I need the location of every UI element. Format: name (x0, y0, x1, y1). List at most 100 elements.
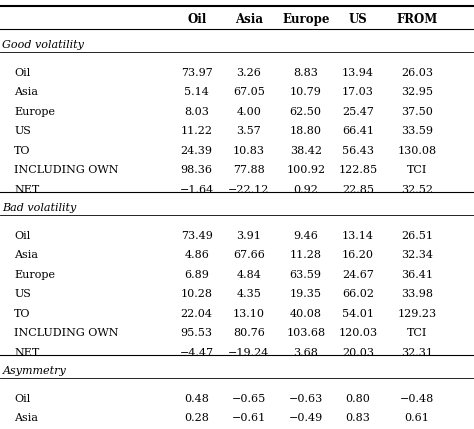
Text: 3.57: 3.57 (237, 126, 261, 136)
Text: Asia: Asia (14, 413, 38, 423)
Text: 22.85: 22.85 (342, 184, 374, 195)
Text: 56.43: 56.43 (342, 145, 374, 156)
Text: −22.12: −22.12 (228, 184, 270, 195)
Text: 36.41: 36.41 (401, 270, 433, 280)
Text: Europe: Europe (282, 13, 329, 26)
Text: 95.53: 95.53 (181, 328, 213, 338)
Text: 73.97: 73.97 (181, 67, 212, 78)
Text: 0.28: 0.28 (184, 413, 209, 423)
Text: 8.83: 8.83 (293, 67, 318, 78)
Text: 32.95: 32.95 (401, 87, 433, 97)
Text: 0.48: 0.48 (184, 394, 209, 404)
Text: 3.68: 3.68 (293, 348, 318, 358)
Text: Good volatility: Good volatility (2, 40, 84, 50)
Text: 26.51: 26.51 (401, 231, 433, 241)
Text: 0.83: 0.83 (346, 413, 370, 423)
Text: 0.80: 0.80 (346, 394, 370, 404)
Text: Asia: Asia (235, 13, 263, 26)
Text: −0.63: −0.63 (289, 394, 323, 404)
Text: 37.50: 37.50 (401, 106, 433, 117)
Text: 10.79: 10.79 (290, 87, 322, 97)
Text: Asia: Asia (14, 250, 38, 260)
Text: 33.98: 33.98 (401, 289, 433, 299)
Text: 24.39: 24.39 (181, 145, 213, 156)
Text: TO: TO (14, 145, 31, 156)
Text: 8.03: 8.03 (184, 106, 209, 117)
Text: 26.03: 26.03 (401, 67, 433, 78)
Text: 17.03: 17.03 (342, 87, 374, 97)
Text: 130.08: 130.08 (398, 145, 437, 156)
Text: −0.48: −0.48 (400, 394, 434, 404)
Text: 120.03: 120.03 (338, 328, 377, 338)
Text: 24.67: 24.67 (342, 270, 374, 280)
Text: Oil: Oil (14, 231, 30, 241)
Text: NET: NET (14, 348, 39, 358)
Text: −4.47: −4.47 (180, 348, 214, 358)
Text: TO: TO (14, 309, 31, 319)
Text: 33.59: 33.59 (401, 126, 433, 136)
Text: 32.31: 32.31 (401, 348, 433, 358)
Text: 4.35: 4.35 (237, 289, 261, 299)
Text: −1.64: −1.64 (180, 184, 214, 195)
Text: US: US (14, 289, 31, 299)
Text: TCI: TCI (407, 328, 427, 338)
Text: 4.00: 4.00 (237, 106, 261, 117)
Text: 122.85: 122.85 (338, 165, 377, 175)
Text: 129.23: 129.23 (398, 309, 437, 319)
Text: 32.52: 32.52 (401, 184, 433, 195)
Text: 5.14: 5.14 (184, 87, 209, 97)
Text: 40.08: 40.08 (290, 309, 322, 319)
Text: −0.49: −0.49 (289, 413, 323, 423)
Text: 13.14: 13.14 (342, 231, 374, 241)
Text: Europe: Europe (14, 106, 55, 117)
Text: 66.41: 66.41 (342, 126, 374, 136)
Text: NET: NET (14, 184, 39, 195)
Text: 19.35: 19.35 (290, 289, 322, 299)
Text: 11.28: 11.28 (290, 250, 322, 260)
Text: 32.34: 32.34 (401, 250, 433, 260)
Text: 77.88: 77.88 (233, 165, 264, 175)
Text: −19.24: −19.24 (228, 348, 270, 358)
Text: INCLUDING OWN: INCLUDING OWN (14, 165, 118, 175)
Text: 20.03: 20.03 (342, 348, 374, 358)
Text: 4.86: 4.86 (184, 250, 209, 260)
Text: 66.02: 66.02 (342, 289, 374, 299)
Text: 100.92: 100.92 (286, 165, 325, 175)
Text: 18.80: 18.80 (290, 126, 322, 136)
Text: 22.04: 22.04 (181, 309, 213, 319)
Text: 67.05: 67.05 (233, 87, 265, 97)
Text: −0.61: −0.61 (232, 413, 266, 423)
Text: US: US (348, 13, 367, 26)
Text: 54.01: 54.01 (342, 309, 374, 319)
Text: Bad volatility: Bad volatility (2, 203, 77, 213)
Text: 25.47: 25.47 (342, 106, 374, 117)
Text: 13.94: 13.94 (342, 67, 374, 78)
Text: 62.50: 62.50 (290, 106, 322, 117)
Text: Asia: Asia (14, 87, 38, 97)
Text: Oil: Oil (14, 67, 30, 78)
Text: 98.36: 98.36 (181, 165, 213, 175)
Text: 80.76: 80.76 (233, 328, 265, 338)
Text: 4.84: 4.84 (237, 270, 261, 280)
Text: Oil: Oil (187, 13, 206, 26)
Text: 73.49: 73.49 (181, 231, 213, 241)
Text: −0.65: −0.65 (232, 394, 266, 404)
Text: 3.91: 3.91 (237, 231, 261, 241)
Text: 0.92: 0.92 (293, 184, 318, 195)
Text: Europe: Europe (14, 270, 55, 280)
Text: 16.20: 16.20 (342, 250, 374, 260)
Text: 38.42: 38.42 (290, 145, 322, 156)
Text: TCI: TCI (407, 165, 427, 175)
Text: 10.28: 10.28 (181, 289, 213, 299)
Text: 67.66: 67.66 (233, 250, 265, 260)
Text: Oil: Oil (14, 394, 30, 404)
Text: 13.10: 13.10 (233, 309, 265, 319)
Text: 0.61: 0.61 (405, 413, 429, 423)
Text: 11.22: 11.22 (181, 126, 213, 136)
Text: 10.83: 10.83 (233, 145, 265, 156)
Text: 9.46: 9.46 (293, 231, 318, 241)
Text: 6.89: 6.89 (184, 270, 209, 280)
Text: 63.59: 63.59 (290, 270, 322, 280)
Text: 3.26: 3.26 (237, 67, 261, 78)
Text: US: US (14, 126, 31, 136)
